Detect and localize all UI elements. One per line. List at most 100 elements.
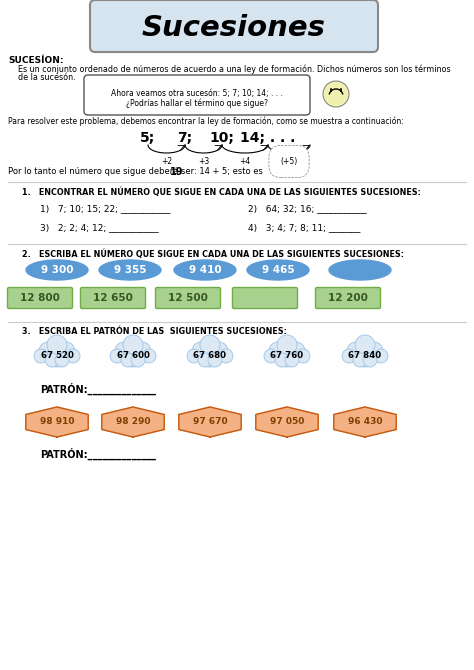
Text: PATRÓN:______________: PATRÓN:______________	[40, 383, 156, 395]
Text: 5;: 5;	[140, 131, 155, 145]
Text: 9 355: 9 355	[114, 265, 146, 275]
Text: 9 300: 9 300	[41, 265, 73, 275]
Circle shape	[285, 353, 299, 367]
Text: 4)   3; 4; 7; 8; 11; _______: 4) 3; 4; 7; 8; 11; _______	[248, 223, 360, 232]
Text: Ahora veamos otra sucesón: 5; 7; 10; 14; . . .: Ahora veamos otra sucesón: 5; 7; 10; 14;…	[111, 89, 283, 98]
Text: 67 760: 67 760	[271, 350, 303, 360]
Circle shape	[200, 335, 220, 355]
Polygon shape	[334, 407, 396, 437]
Circle shape	[351, 339, 379, 367]
Text: 98 910: 98 910	[40, 417, 74, 427]
Text: 2)   64; 32; 16; ___________: 2) 64; 32; 16; ___________	[248, 204, 367, 213]
Text: 98 290: 98 290	[116, 417, 150, 427]
Circle shape	[43, 339, 71, 367]
Circle shape	[121, 353, 135, 367]
Text: Por lo tanto el número que sigue deberá ser: 14 + 5; esto es: Por lo tanto el número que sigue deberá …	[8, 167, 265, 176]
Circle shape	[363, 353, 377, 367]
Circle shape	[110, 349, 124, 363]
Text: +3: +3	[198, 157, 209, 166]
Circle shape	[196, 339, 224, 367]
Circle shape	[131, 353, 145, 367]
Circle shape	[277, 335, 297, 355]
Polygon shape	[26, 407, 88, 437]
Circle shape	[142, 349, 156, 363]
Text: 12 500: 12 500	[168, 293, 208, 303]
Text: 97 670: 97 670	[193, 417, 228, 427]
Text: 14; . . .: 14; . . .	[240, 131, 296, 145]
Circle shape	[374, 349, 388, 363]
Text: +2: +2	[161, 157, 172, 166]
Circle shape	[347, 342, 365, 360]
Circle shape	[296, 349, 310, 363]
Polygon shape	[102, 407, 164, 437]
Text: PATRÓN:______________: PATRÓN:______________	[40, 448, 156, 460]
Text: 67 520: 67 520	[41, 350, 73, 360]
Text: 3.   ESCRIBA EL PATRÓN DE LAS  SIGUIENTES SUCESIONES:: 3. ESCRIBA EL PATRÓN DE LAS SIGUIENTES S…	[22, 327, 287, 336]
Text: 7;: 7;	[177, 131, 192, 145]
Text: de la sucesón.: de la sucesón.	[18, 73, 76, 82]
Text: 97 050: 97 050	[270, 417, 304, 427]
Circle shape	[39, 342, 57, 360]
Circle shape	[187, 349, 201, 363]
Circle shape	[323, 81, 349, 107]
FancyBboxPatch shape	[90, 0, 378, 52]
Text: 12 800: 12 800	[20, 293, 60, 303]
Circle shape	[47, 335, 67, 355]
Circle shape	[287, 342, 305, 360]
Text: 12 200: 12 200	[328, 293, 368, 303]
Text: +4: +4	[239, 157, 251, 166]
Text: 67 600: 67 600	[117, 350, 149, 360]
Circle shape	[55, 353, 69, 367]
Circle shape	[34, 349, 48, 363]
Circle shape	[269, 342, 287, 360]
Text: (+5): (+5)	[281, 157, 298, 166]
Ellipse shape	[26, 260, 88, 280]
Circle shape	[353, 353, 367, 367]
Circle shape	[208, 353, 222, 367]
Circle shape	[133, 342, 151, 360]
Circle shape	[198, 353, 212, 367]
Text: 1)   7; 10; 15; 22; ___________: 1) 7; 10; 15; 22; ___________	[40, 204, 170, 213]
Circle shape	[210, 342, 228, 360]
Ellipse shape	[99, 260, 161, 280]
Text: 96 430: 96 430	[348, 417, 382, 427]
FancyBboxPatch shape	[8, 287, 73, 308]
Circle shape	[273, 339, 301, 367]
Circle shape	[115, 342, 133, 360]
Circle shape	[355, 335, 375, 355]
FancyBboxPatch shape	[233, 287, 298, 308]
Text: Para resolver este problema, debemos encontrar la ley de formación, como se mues: Para resolver este problema, debemos enc…	[8, 117, 404, 127]
Circle shape	[192, 342, 210, 360]
Text: Es un conjunto ordenado de números de acuerdo a una ley de formación. Dichos núm: Es un conjunto ordenado de números de ac…	[18, 65, 451, 74]
Circle shape	[342, 349, 356, 363]
Circle shape	[219, 349, 233, 363]
Circle shape	[57, 342, 75, 360]
Circle shape	[123, 335, 143, 355]
Text: Sucesiones: Sucesiones	[142, 14, 326, 42]
Polygon shape	[179, 407, 241, 437]
Ellipse shape	[329, 260, 391, 280]
Text: 3)   2; 2; 4; 12; ___________: 3) 2; 2; 4; 12; ___________	[40, 223, 159, 232]
Text: 1.   ENCONTRAR EL NÚMERO QUE SIGUE EN CADA UNA DE LAS SIGUIENTES SUCESIONES:: 1. ENCONTRAR EL NÚMERO QUE SIGUE EN CADA…	[22, 188, 421, 198]
FancyBboxPatch shape	[316, 287, 381, 308]
Text: 2.   ESCRIBA EL NÚMERO QUE SIGUE EN CADA UNA DE LAS SIGUIENTES SUCESIONES:: 2. ESCRIBA EL NÚMERO QUE SIGUE EN CADA U…	[22, 249, 404, 259]
Circle shape	[45, 353, 59, 367]
Polygon shape	[256, 407, 318, 437]
FancyBboxPatch shape	[81, 287, 146, 308]
Text: 12 650: 12 650	[93, 293, 133, 303]
Circle shape	[119, 339, 147, 367]
Text: 19: 19	[170, 167, 183, 177]
FancyBboxPatch shape	[84, 75, 310, 115]
Text: 9 410: 9 410	[189, 265, 221, 275]
Circle shape	[66, 349, 80, 363]
Ellipse shape	[174, 260, 236, 280]
Circle shape	[264, 349, 278, 363]
Text: 67 680: 67 680	[193, 350, 227, 360]
Text: 10;: 10;	[210, 131, 235, 145]
Text: 67 840: 67 840	[348, 350, 382, 360]
Text: SUCESÍON:: SUCESÍON:	[8, 56, 64, 65]
Ellipse shape	[247, 260, 309, 280]
FancyBboxPatch shape	[155, 287, 220, 308]
Circle shape	[275, 353, 289, 367]
Text: ¿Podrías hallar el término que sigue?: ¿Podrías hallar el término que sigue?	[126, 99, 268, 109]
